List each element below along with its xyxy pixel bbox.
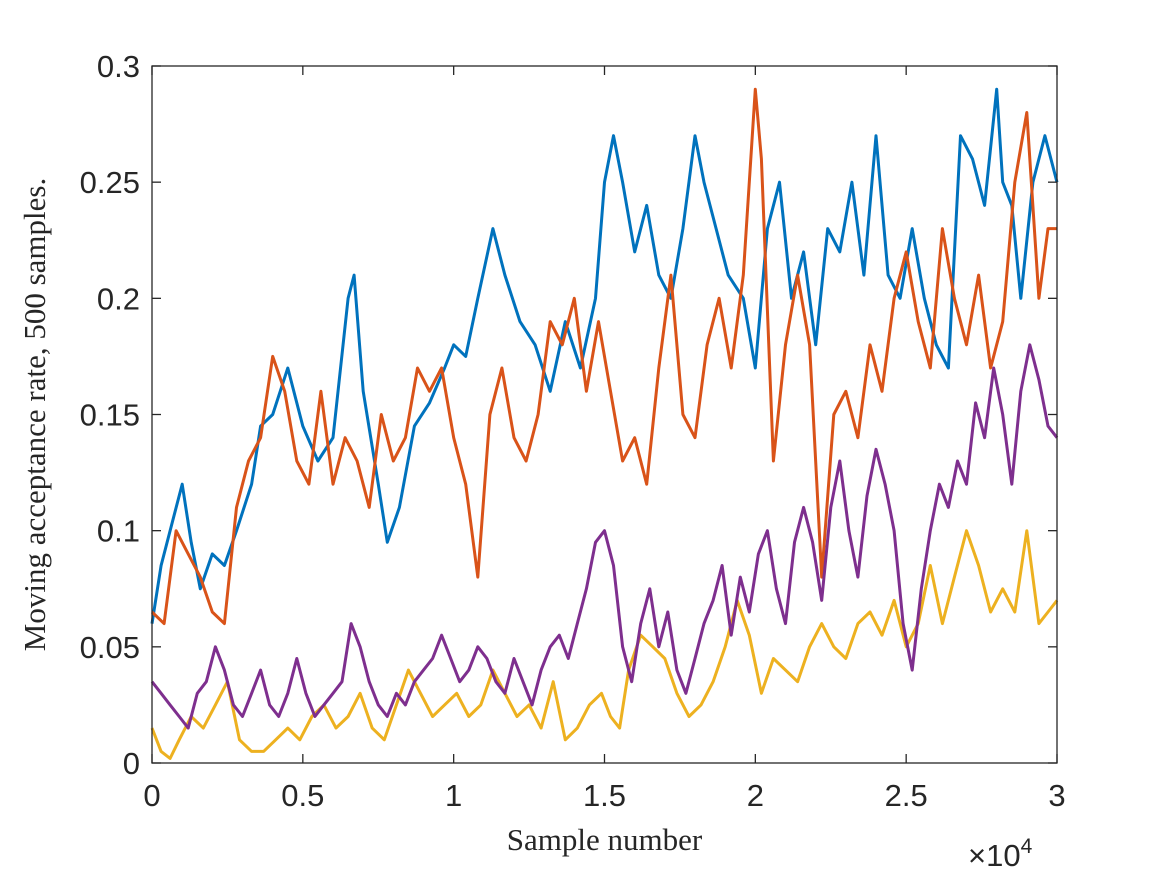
- x-tick-label: 0: [143, 778, 160, 813]
- y-tick-label: 0.15: [80, 398, 140, 433]
- x-tick-label: 1.5: [583, 778, 626, 813]
- y-tick-label: 0.25: [80, 165, 140, 200]
- x-multiplier-exponent: 4: [1021, 835, 1033, 858]
- tick-layer: 0 0.5 1 1.5 2 2.5 3 0 0.05 0.1 0.15 0.2 0.25 0.3: [80, 49, 1066, 813]
- series-line-4: [150, 343, 1059, 730]
- x-tick-label: 3: [1048, 778, 1065, 813]
- y-tick-label: 0.2: [97, 281, 140, 316]
- x-multiplier-base: ×10: [968, 838, 1021, 873]
- x-tick-label: 1: [445, 778, 462, 813]
- series-line-2: [150, 87, 1057, 626]
- x-tick-label: 2: [747, 778, 764, 813]
- series-line-1: [150, 87, 1059, 624]
- y-axis-label: Moving acceptance rate, 500 samples.: [17, 178, 52, 651]
- series-layer: [150, 87, 1059, 760]
- x-axis-multiplier: ×104: [968, 835, 1033, 873]
- series-line-3: [150, 529, 1059, 760]
- x-tick-label: 0.5: [281, 778, 324, 813]
- x-tick-label: 2.5: [885, 778, 928, 813]
- y-tick-label: 0.3: [97, 49, 140, 84]
- y-tick-label: 0: [123, 746, 140, 781]
- y-tick-label: 0.1: [97, 514, 140, 549]
- y-tick-label: 0.05: [80, 630, 140, 665]
- x-axis-label: Sample number: [507, 822, 703, 857]
